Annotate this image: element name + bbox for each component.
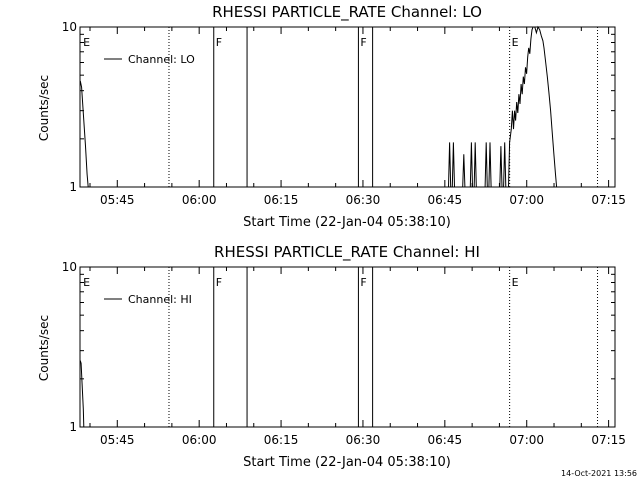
y-tick-label: 1 [69, 420, 77, 434]
plot-frame [79, 266, 616, 428]
x-tick-label: 06:00 [182, 193, 217, 207]
y-axis-label: Counts/sec [37, 75, 51, 141]
x-tick-label: 05:45 [100, 433, 135, 447]
event-marker-label: E [83, 276, 90, 289]
y-tick-label: 10 [62, 20, 77, 34]
x-tick-label: 06:45 [428, 433, 463, 447]
y-tick-label: 1 [69, 180, 77, 194]
x-tick-label: 06:45 [428, 193, 463, 207]
x-tick-label: 05:45 [100, 193, 135, 207]
x-tick-label: 06:15 [264, 193, 299, 207]
x-tick-label: 07:00 [509, 433, 544, 447]
event-marker-label: F [216, 36, 222, 49]
y-tick-label: 10 [62, 260, 77, 274]
y-axis-label: Counts/sec [37, 315, 51, 381]
x-tick-label: 06:30 [346, 433, 381, 447]
event-marker-label: E [512, 36, 519, 49]
x-tick-label: 06:00 [182, 433, 217, 447]
chart-title: RHESSI PARTICLE_RATE Channel: HI [214, 243, 480, 262]
series-line [79, 360, 85, 428]
x-tick-label: 06:30 [346, 193, 381, 207]
plot-frame [79, 26, 616, 188]
x-axis-label: Start Time (22-Jan-04 05:38:10) [243, 455, 451, 470]
event-marker-label: F [216, 276, 222, 289]
x-axis-label: Start Time (22-Jan-04 05:38:10) [243, 215, 451, 230]
x-tick-label: 07:15 [591, 193, 626, 207]
event-marker-label: F [360, 36, 366, 49]
event-marker-label: E [512, 276, 519, 289]
x-tick-label: 07:00 [509, 193, 544, 207]
event-marker-label: F [360, 276, 366, 289]
legend-label: Channel: HI [128, 293, 192, 306]
series-line [79, 25, 558, 188]
chart-title: RHESSI PARTICLE_RATE Channel: LO [212, 3, 482, 22]
x-tick-label: 06:15 [264, 433, 299, 447]
panel-channel-hi: RHESSI PARTICLE_RATE Channel: HI Counts/… [37, 243, 626, 470]
panel-channel-lo: RHESSI PARTICLE_RATE Channel: LO Counts/… [37, 3, 626, 230]
x-tick-label: 07:15 [591, 433, 626, 447]
legend-label: Channel: LO [128, 53, 195, 66]
footer-timestamp: 14-Oct-2021 13:56 [561, 469, 637, 478]
event-marker-label: E [83, 36, 90, 49]
